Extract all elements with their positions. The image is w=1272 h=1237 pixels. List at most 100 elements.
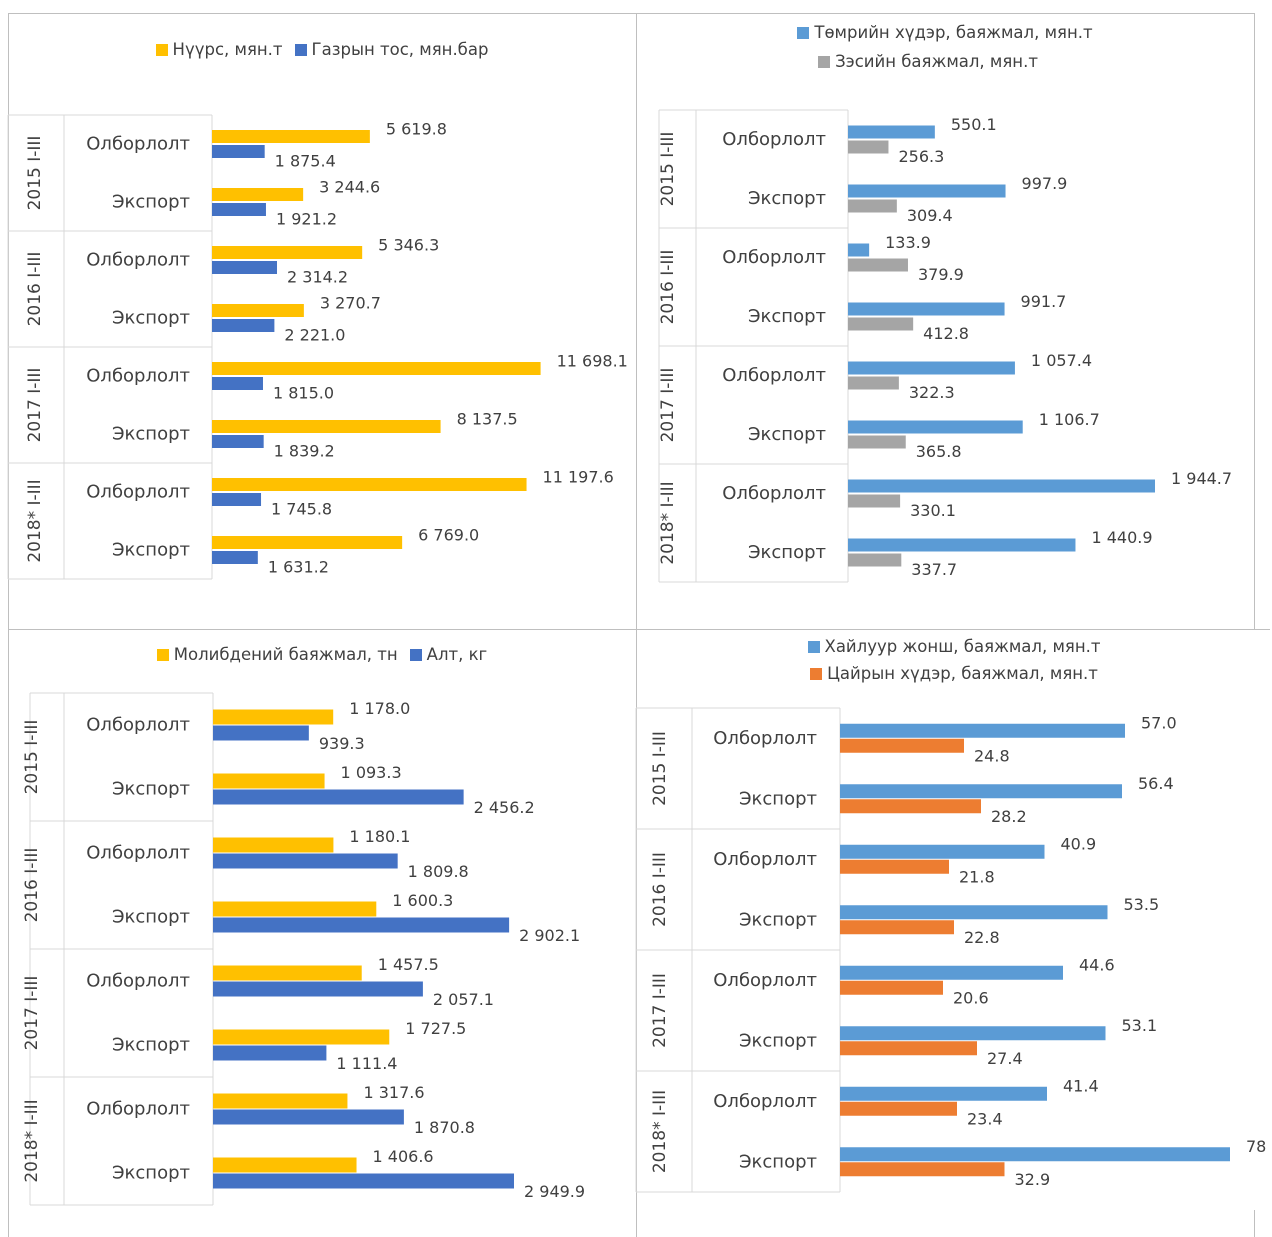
grid-line-middle	[8, 629, 1270, 630]
bar	[212, 551, 258, 564]
data-label: 2 057.1	[433, 990, 494, 1009]
data-label: 997.9	[1022, 174, 1068, 193]
data-label: 1 111.4	[336, 1054, 397, 1073]
category-label: Экспорт	[112, 192, 190, 213]
category-label: Экспорт	[112, 779, 190, 800]
bar	[213, 1173, 514, 1189]
category-label: Экспорт	[112, 1035, 190, 1056]
legend-swatch-copper	[818, 55, 831, 68]
category-label: Олборлолт	[722, 129, 826, 150]
data-label: 133.9	[885, 233, 931, 252]
bar	[212, 319, 275, 332]
data-label: 27.4	[987, 1049, 1023, 1068]
category-label: Экспорт	[748, 424, 826, 445]
legend-item: Алт, кг	[409, 645, 488, 664]
group-label: 2017 I-III	[22, 976, 42, 1051]
bar	[213, 725, 309, 741]
data-label: 23.4	[967, 1109, 1003, 1128]
data-label: 2 221.0	[284, 326, 345, 345]
grid-line-right-bottom	[1254, 1210, 1255, 1237]
bar	[212, 203, 266, 216]
chart-panel-molybdenum-gold: Молибдений баяжмал, тн Алт, кг 2015 I-II…	[8, 629, 636, 1237]
data-label: 11 197.6	[543, 468, 614, 487]
bar	[213, 773, 325, 789]
data-label: 1 093.3	[341, 763, 402, 782]
legend-item: Төмрийн хүдэр, баяжмал, мян.т	[797, 23, 1093, 42]
category-label: Олборлолт	[713, 970, 817, 991]
bar	[848, 538, 1076, 552]
data-label: 322.3	[909, 383, 955, 402]
category-label: Экспорт	[739, 1030, 817, 1051]
grid-line-top	[8, 13, 1255, 14]
data-label: 21.8	[959, 867, 995, 886]
bar	[840, 859, 949, 874]
data-label: 1 178.0	[349, 699, 410, 718]
bar-chart-fluorspar-zinc: 2015 I-III Олборлолт 57.0 24.8 Экспорт 56.4 28…	[635, 707, 1266, 1193]
bar	[848, 317, 914, 331]
category-label: Экспорт	[739, 788, 817, 809]
bar	[848, 184, 1006, 198]
data-label: 53.5	[1124, 895, 1160, 914]
data-label: 32.9	[1015, 1170, 1051, 1189]
legend-swatch-molybdenum	[156, 648, 169, 661]
category-label: Экспорт	[112, 1163, 190, 1184]
data-label: 22.8	[964, 928, 1000, 947]
legend-label-zinc: Цайрын хүдэр, баяжмал, мян.т	[827, 664, 1098, 683]
bar	[840, 1026, 1106, 1041]
legend-item: Молибдений баяжмал, тн	[156, 645, 398, 664]
category-label: Олборлолт	[86, 971, 190, 992]
data-label: 1 875.4	[275, 152, 336, 171]
data-label: 1 870.8	[414, 1118, 475, 1137]
data-label: 991.7	[1021, 292, 1067, 311]
category-label: Олборлолт	[86, 843, 190, 864]
group-label: 2015 I-III	[650, 731, 670, 806]
bar	[840, 1086, 1047, 1101]
group-label: 2018* I-III	[658, 481, 678, 564]
bar	[840, 784, 1122, 799]
bar	[848, 125, 935, 139]
category-label: Экспорт	[112, 308, 190, 329]
data-label: 2 314.2	[287, 268, 348, 287]
bar	[840, 920, 954, 935]
bar	[848, 302, 1005, 316]
legend-swatch-oil	[294, 43, 307, 56]
bar	[213, 965, 362, 981]
bar	[213, 709, 334, 725]
data-label: 256.3	[898, 147, 944, 166]
category-label: Олборлолт	[722, 365, 826, 386]
grid-line-center	[636, 13, 637, 1237]
group-label: 2018* I-III	[22, 1099, 42, 1182]
data-label: 1 106.7	[1039, 410, 1100, 429]
data-label: 6 769.0	[418, 526, 479, 545]
bar	[213, 917, 510, 933]
category-label: Олборлолт	[722, 483, 826, 504]
bar	[840, 799, 981, 814]
data-label: 53.1	[1122, 1016, 1158, 1035]
bar	[213, 837, 334, 853]
bar	[212, 261, 278, 274]
legend-label-copper: Зэсийн баяжмал, мян.т	[835, 52, 1038, 71]
legend-label-coal: Нүүрс, мян.т	[172, 40, 283, 59]
group-label: 2016 I-III	[650, 852, 670, 927]
legend-swatch-fluorspar	[807, 640, 820, 653]
bar	[848, 553, 902, 567]
bar	[848, 140, 889, 154]
bar-chart-coal-oil: 2015 I-III Олборлолт 5 619.8 1 875.4 Экспорт…	[7, 114, 628, 580]
bar	[213, 981, 423, 997]
category-label: Олборлолт	[722, 247, 826, 268]
bar	[212, 478, 527, 491]
group-label: 2017 I-III	[25, 368, 45, 443]
bar	[213, 1029, 390, 1045]
data-label: 330.1	[910, 501, 956, 520]
legend-label-gold: Алт, кг	[426, 645, 488, 664]
data-label: 1 631.2	[268, 558, 329, 577]
group-label: 2018* I-III	[25, 479, 45, 562]
group-label: 2015 I-III	[658, 132, 678, 207]
data-label: 365.8	[916, 442, 962, 461]
data-label: 20.6	[953, 988, 989, 1007]
bar	[212, 536, 403, 549]
chart-panel-fluorspar-zinc: Хайлуур жонш, баяжмал, мян.т Цайрын хүдэ…	[635, 629, 1272, 1237]
legend-item: Зэсийн баяжмал, мян.т	[818, 52, 1038, 71]
data-label: 309.4	[907, 206, 953, 225]
bar	[840, 844, 1045, 859]
